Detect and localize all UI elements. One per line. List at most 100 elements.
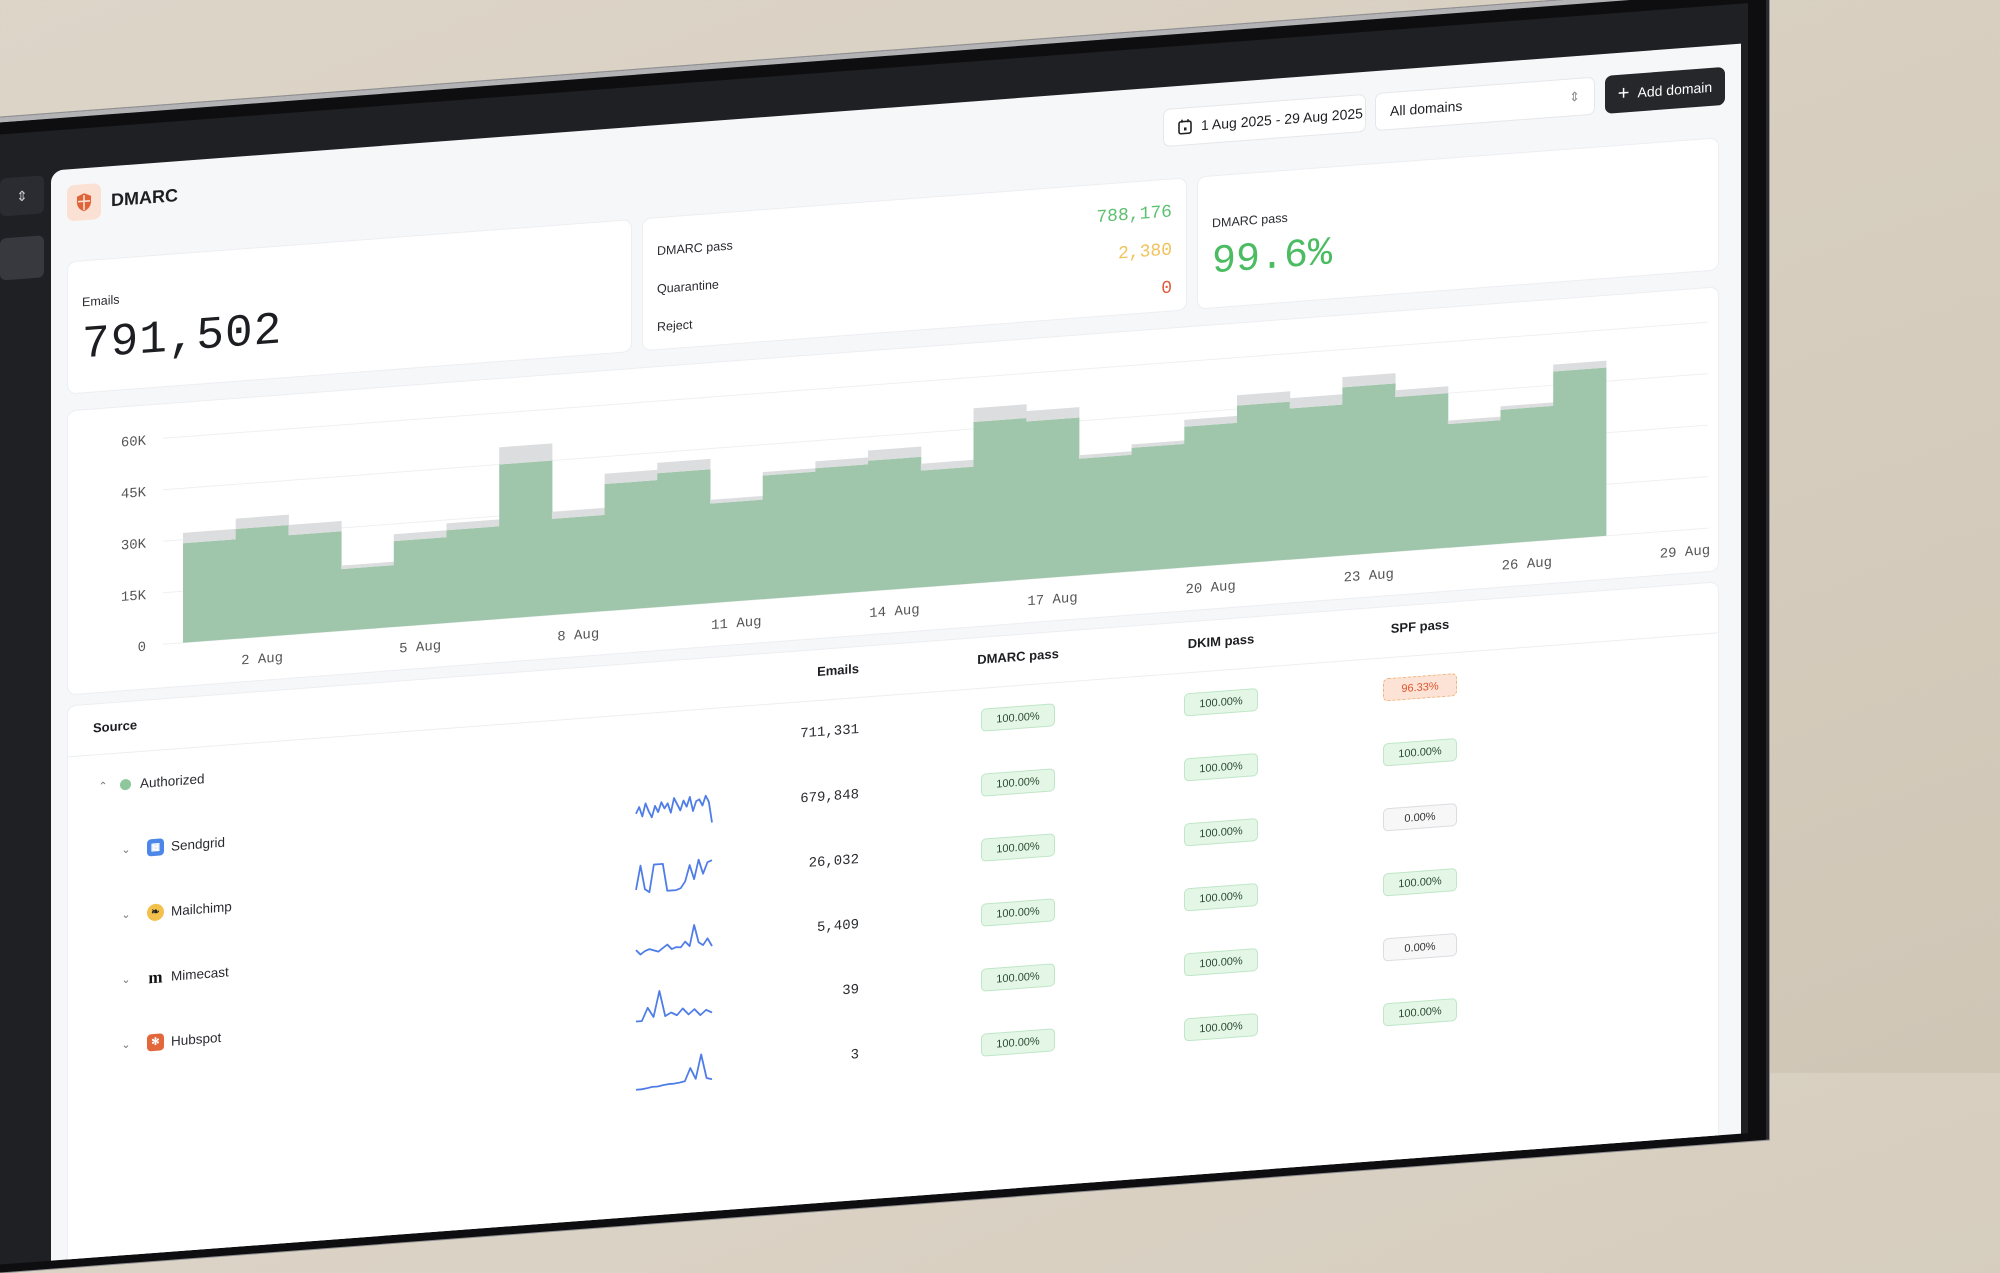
source-name[interactable]: Sendgrid <box>171 834 226 854</box>
x-tick-label: 17 Aug <box>1027 591 1077 611</box>
table-row[interactable]: ⌄ ✻ Hubspot 39 100.00% 100.00% 0.00% <box>68 892 1718 1081</box>
chevron-down-icon[interactable]: ⌄ <box>121 908 131 922</box>
monitor-bezel: ⇕ DMARC 1 Aug 2025 - 29 Aug 2025 All dom… <box>0 0 1769 1273</box>
main-panel: DMARC 1 Aug 2025 - 29 Aug 2025 All domai… <box>51 43 1741 1265</box>
column-header-spf[interactable]: SPF pass <box>1390 616 1450 636</box>
bar-pass <box>235 524 289 639</box>
dmarc-pass-badge: 100.00% <box>981 812 1055 883</box>
sparkline <box>635 924 713 956</box>
source-name[interactable]: Mailchimp <box>171 899 232 919</box>
dmarc-pass-badge: 100.00% <box>981 747 1055 818</box>
bar-pass <box>1395 393 1449 552</box>
table-row[interactable]: ⌄ ▦ Sendgrid 679,848 100.00% 100.00% 100.00% <box>68 697 1718 886</box>
bar-pass <box>815 464 869 596</box>
bar-other <box>1500 402 1554 410</box>
breakdown-value: 0 <box>1161 278 1172 300</box>
bar-other <box>551 508 606 519</box>
gridline <box>163 373 1708 491</box>
date-range-text: 1 Aug 2025 - 29 Aug 2025 <box>1201 105 1363 134</box>
dkim-pass-value: 100.00% <box>1184 1012 1258 1042</box>
dkim-pass-value: 100.00% <box>1184 687 1258 717</box>
emails-count: 5,409 <box>816 916 859 936</box>
add-domain-button[interactable]: + Add domain <box>1605 66 1725 114</box>
sidebar-item-active[interactable] <box>0 235 44 281</box>
dkim-pass-badge: 100.00% <box>1184 862 1258 933</box>
dmarc-breakdown-card: DMARC pass 788,176 Quarantine 2,380 Reje… <box>642 177 1187 352</box>
bar-pass <box>657 469 711 608</box>
y-tick-label: 0 <box>138 640 146 657</box>
page-title: DMARC <box>111 185 178 211</box>
emails-count: 679,848 <box>800 786 859 807</box>
spf-pass-badge: 0.00% <box>1383 912 1457 983</box>
bar-other <box>920 459 974 471</box>
chevron-down-icon[interactable]: ⌄ <box>121 843 131 857</box>
table-row[interactable]: ⌄ ❧ Mailchimp 26,032 100.00% 100.00% 0.00% <box>68 762 1718 951</box>
emails-count: 3 <box>850 1046 859 1064</box>
pass-rate-label: DMARC pass <box>1212 210 1288 231</box>
dkim-pass-badge: 100.00% <box>1184 732 1258 803</box>
domain-select[interactable]: All domains ⇕ <box>1375 76 1595 132</box>
source-name[interactable]: Mimecast <box>171 964 229 984</box>
bar-pass <box>1447 420 1502 548</box>
bar-other <box>1342 373 1396 388</box>
bar-pass <box>1289 404 1343 560</box>
bar-other <box>1184 415 1238 427</box>
spf-pass-badge: 0.00% <box>1383 782 1457 853</box>
sparkline-line <box>635 858 713 894</box>
dkim-pass-badge: 100.00% <box>1184 667 1258 738</box>
emails-count: 26,032 <box>808 851 859 872</box>
pass-rate-card: DMARC pass 99.6% <box>1197 137 1719 310</box>
bar-other <box>499 443 553 465</box>
spf-pass-value: 100.00% <box>1383 867 1457 897</box>
chart-svg: 0 15K 30K 45K 60K 2 Aug 5 Aug 8 Aug 11 Aug 14 Aug… <box>121 321 1710 669</box>
dkim-pass-value: 100.00% <box>1184 817 1258 847</box>
email-volume-chart: 0 15K 30K 45K 60K 2 Aug 5 Aug 8 Aug 11 Aug 14 Aug… <box>67 286 1719 696</box>
bar-other <box>604 469 658 485</box>
column-header-dmarc[interactable]: DMARC pass <box>977 645 1059 668</box>
x-tick-label: 11 Aug <box>711 614 761 634</box>
column-header-dkim[interactable]: DKIM pass <box>1187 631 1255 652</box>
chevron-down-icon[interactable]: ⌄ <box>121 1038 131 1052</box>
bar-pass <box>1553 367 1607 540</box>
bar-other <box>235 514 289 529</box>
column-header-emails[interactable]: Emails <box>817 660 859 680</box>
bar-pass <box>1078 454 1133 576</box>
date-range-picker[interactable]: 1 Aug 2025 - 29 Aug 2025 <box>1163 93 1366 148</box>
chevron-up-icon[interactable]: ⌃ <box>98 780 108 794</box>
y-tick-label: 15K <box>121 588 147 606</box>
bar-pass <box>1500 405 1554 544</box>
dkim-pass-badge: 100.00% <box>1184 927 1258 998</box>
mailchimp-icon: ❧ <box>147 879 164 945</box>
breakdown-value: 2,380 <box>1117 240 1172 265</box>
bar-pass <box>973 417 1027 584</box>
app-screen: ⇕ DMARC 1 Aug 2025 - 29 Aug 2025 All dom… <box>0 3 1748 1265</box>
dmarc-pass-badge: 100.00% <box>981 1007 1055 1078</box>
bar-other <box>1447 416 1502 425</box>
spf-pass-value: 96.33% <box>1383 672 1457 702</box>
dmarc-pass-value: 100.00% <box>981 768 1055 797</box>
source-name[interactable]: Authorized <box>140 771 205 792</box>
hubspot-icon: ✻ <box>147 1009 164 1075</box>
bar-pass <box>1026 417 1080 580</box>
bar-other <box>1289 394 1343 409</box>
table-row[interactable]: ⌄ m Mimecast 5,409 100.00% 100.00% 100.00% <box>68 827 1718 1016</box>
sparkline <box>636 990 713 1023</box>
column-header-source[interactable]: Source <box>93 717 138 736</box>
mimecast-icon: m <box>148 966 163 987</box>
chevron-up-down-icon: ⇕ <box>1569 88 1580 105</box>
bar-pass <box>288 531 342 635</box>
bar-other <box>341 561 395 570</box>
y-tick-label: 30K <box>121 537 147 555</box>
dkim-pass-badge: 100.00% <box>1184 797 1258 868</box>
source-name[interactable]: Hubspot <box>171 1029 222 1049</box>
bar-pass <box>499 460 553 620</box>
bar-pass <box>1237 401 1291 564</box>
spf-pass-value: 0.00% <box>1383 932 1457 962</box>
domain-select-value: All domains <box>1390 97 1463 120</box>
x-tick-label: 8 Aug <box>557 627 599 646</box>
bar-other <box>762 468 816 476</box>
chevron-down-icon[interactable]: ⌄ <box>121 973 131 987</box>
bar-pass <box>1342 383 1396 556</box>
bar-pass <box>868 456 922 592</box>
workspace-switcher[interactable]: ⇕ <box>0 175 44 217</box>
